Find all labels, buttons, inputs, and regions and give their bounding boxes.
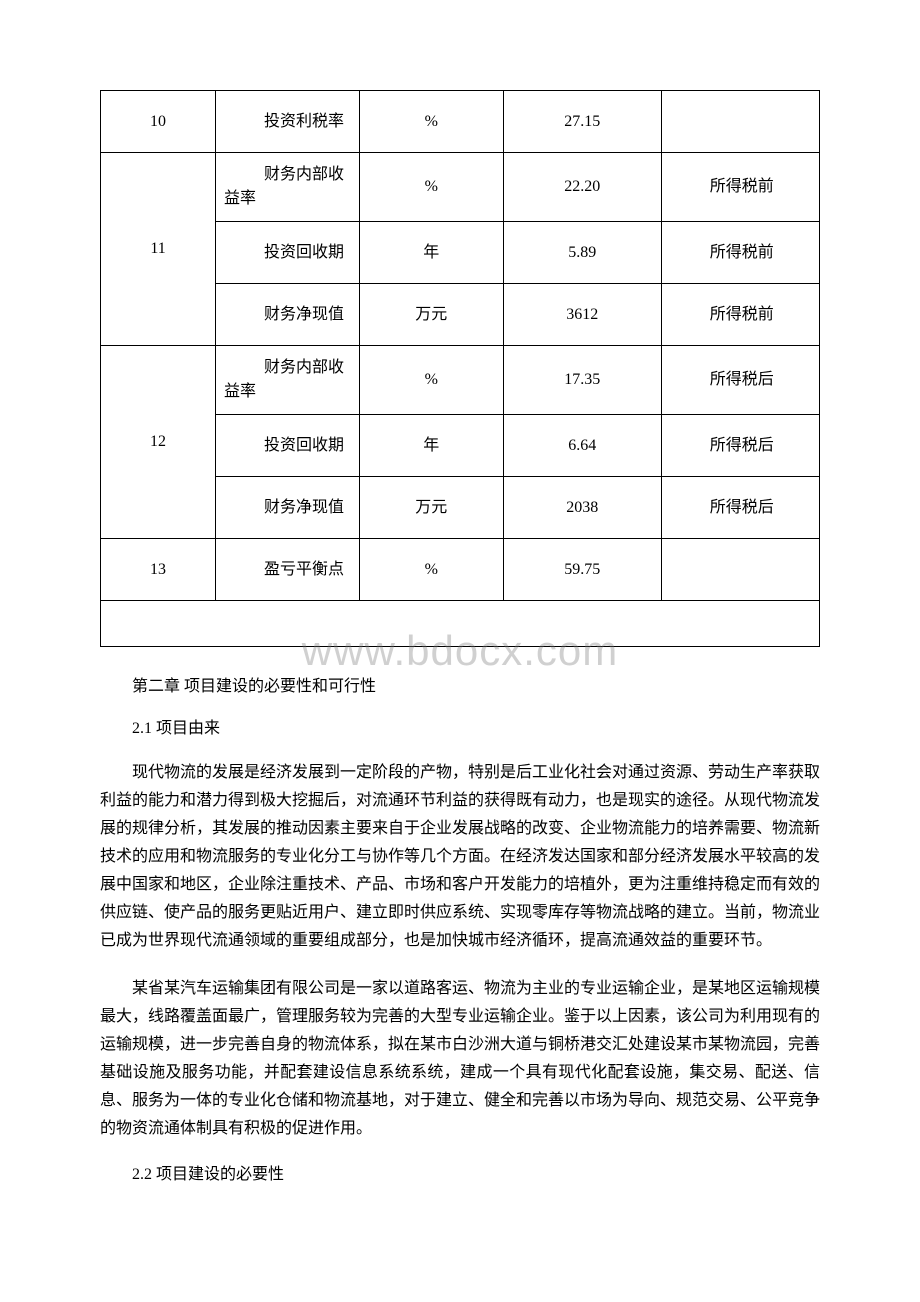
paragraph-2: 某省某汽车运输集团有限公司是一家以道路客运、物流为主业的专业运输企业，是某地区运… (100, 975, 820, 1143)
value-cell: 27.15 (503, 91, 661, 153)
table-row: 10投资利税率%27.15 (101, 91, 820, 153)
row-number-cell: 11 (101, 153, 216, 346)
financial-indicators-table: 10投资利税率%27.1511财务内部收益率%22.20所得税前投资回收期年5.… (100, 90, 820, 647)
section-2-2-title: 2.2 项目建设的必要性 (100, 1163, 820, 1187)
paragraph-1: 现代物流的发展是经济发展到一定阶段的产物，特别是后工业化社会对通过资源、劳动生产… (100, 759, 820, 955)
row-number-cell: 13 (101, 539, 216, 601)
note-cell (661, 539, 819, 601)
unit-cell: 万元 (359, 284, 503, 346)
table-row: 11财务内部收益率%22.20所得税前 (101, 153, 820, 222)
unit-cell: % (359, 153, 503, 222)
note-cell: 所得税前 (661, 284, 819, 346)
indicator-label-cell: 投资回收期 (216, 415, 360, 477)
row-number-cell: 10 (101, 91, 216, 153)
indicator-label-cell: 财务净现值 (216, 284, 360, 346)
unit-cell: % (359, 346, 503, 415)
note-cell: 所得税后 (661, 477, 819, 539)
unit-cell: 年 (359, 415, 503, 477)
value-cell: 6.64 (503, 415, 661, 477)
value-cell: 3612 (503, 284, 661, 346)
row-number-cell: 12 (101, 346, 216, 539)
indicator-label-cell: 财务内部收益率 (216, 153, 360, 222)
table-footer-cell (101, 601, 820, 647)
value-cell: 22.20 (503, 153, 661, 222)
note-cell: 所得税前 (661, 222, 819, 284)
unit-cell: 年 (359, 222, 503, 284)
value-cell: 59.75 (503, 539, 661, 601)
indicator-label-cell: 盈亏平衡点 (216, 539, 360, 601)
table-row: 12财务内部收益率%17.35所得税后 (101, 346, 820, 415)
note-cell (661, 91, 819, 153)
value-cell: 5.89 (503, 222, 661, 284)
chapter-title: 第二章 项目建设的必要性和可行性 (100, 675, 820, 699)
indicator-label-cell: 投资利税率 (216, 91, 360, 153)
note-cell: 所得税前 (661, 153, 819, 222)
unit-cell: 万元 (359, 477, 503, 539)
table-row: 13盈亏平衡点%59.75 (101, 539, 820, 601)
indicator-label-cell: 财务净现值 (216, 477, 360, 539)
indicator-label-cell: 投资回收期 (216, 222, 360, 284)
unit-cell: % (359, 539, 503, 601)
note-cell: 所得税后 (661, 346, 819, 415)
unit-cell: % (359, 91, 503, 153)
table-footer-row (101, 601, 820, 647)
value-cell: 2038 (503, 477, 661, 539)
section-2-1-title: 2.1 项目由来 (100, 717, 820, 741)
value-cell: 17.35 (503, 346, 661, 415)
indicator-label-cell: 财务内部收益率 (216, 346, 360, 415)
note-cell: 所得税后 (661, 415, 819, 477)
